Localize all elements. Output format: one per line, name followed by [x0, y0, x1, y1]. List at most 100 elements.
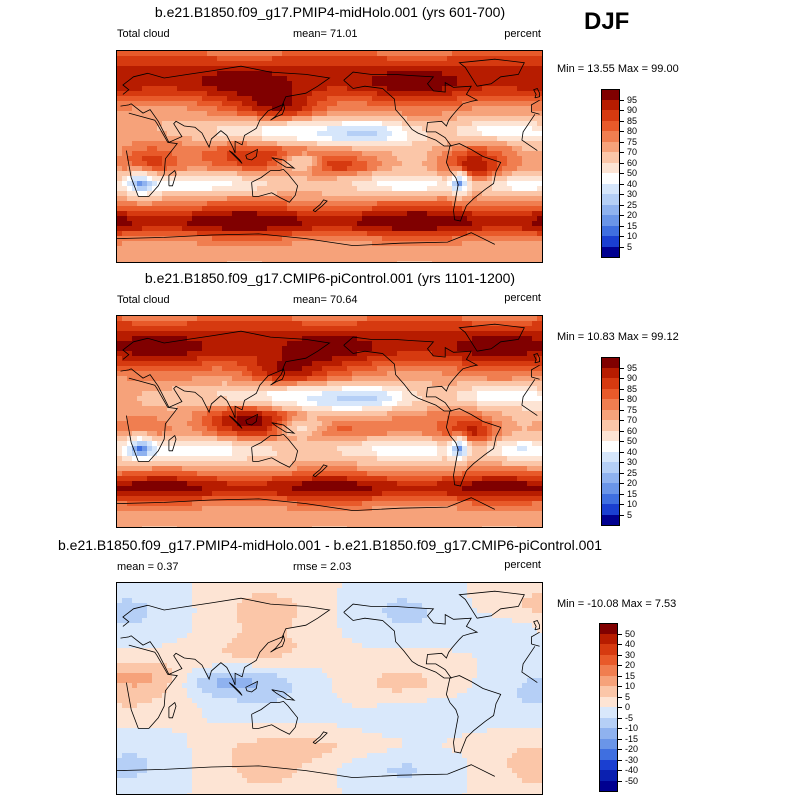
field-cell	[302, 231, 308, 237]
field-cell	[347, 136, 353, 142]
field-cell	[482, 361, 488, 367]
field-cell	[167, 171, 173, 177]
field-cell	[262, 231, 268, 237]
field-cell	[452, 141, 458, 147]
field-cell	[177, 146, 183, 152]
field-cell	[492, 81, 498, 87]
field-cell	[372, 251, 378, 257]
field-cell	[142, 386, 148, 392]
field-cell	[197, 316, 203, 322]
field-cell	[307, 196, 313, 202]
field-cell	[362, 61, 368, 67]
field-cell	[182, 151, 188, 157]
field-cell	[192, 206, 198, 212]
field-cell	[132, 326, 138, 332]
field-cell	[442, 196, 448, 202]
field-cell	[507, 351, 513, 357]
field-cell	[192, 181, 198, 187]
field-cell	[432, 336, 438, 342]
field-cell	[237, 201, 243, 207]
field-cell	[457, 196, 463, 202]
field-cell	[402, 321, 408, 327]
field-cell	[127, 106, 133, 112]
field-cell	[217, 361, 223, 367]
colorbar-label: 15	[627, 220, 638, 231]
field-cell	[482, 96, 488, 102]
field-cell	[367, 386, 373, 392]
field-cell	[532, 246, 538, 252]
field-cell	[372, 156, 378, 162]
field-cell	[412, 221, 418, 227]
field-cell	[272, 51, 278, 57]
field-cell	[507, 316, 513, 322]
field-cell	[497, 131, 503, 137]
field-cell	[312, 371, 318, 377]
field-cell	[387, 196, 393, 202]
field-cell	[407, 241, 413, 247]
field-cell	[207, 241, 213, 247]
field-cell	[432, 261, 438, 262]
field-cell	[397, 231, 403, 237]
field-cell	[397, 201, 403, 207]
field-cell	[487, 326, 493, 332]
field-cell	[172, 196, 178, 202]
field-cell	[372, 181, 378, 187]
field-cell	[422, 231, 428, 237]
field-cell	[532, 131, 538, 137]
field-cell	[402, 126, 408, 132]
field-cell	[337, 121, 343, 127]
field-cell	[457, 356, 463, 362]
field-cell	[242, 321, 248, 327]
field-cell	[242, 186, 248, 192]
field-cell	[322, 71, 328, 77]
field-cell	[247, 151, 253, 157]
field-cell	[272, 81, 278, 87]
field-cell	[212, 61, 218, 67]
field-cell	[327, 191, 333, 197]
field-cell	[487, 361, 493, 367]
field-cell	[497, 251, 503, 257]
field-cell	[452, 366, 458, 372]
field-cell	[352, 261, 358, 262]
field-cell	[307, 156, 313, 162]
field-cell	[362, 256, 368, 262]
field-cell	[222, 211, 228, 217]
field-cell	[442, 356, 448, 362]
field-cell	[337, 126, 343, 132]
field-cell	[352, 361, 358, 367]
field-cell	[407, 316, 413, 322]
field-cell	[307, 361, 313, 367]
field-cell	[417, 351, 423, 357]
field-cell	[312, 61, 318, 67]
field-cell	[377, 221, 383, 227]
field-cell	[522, 116, 528, 122]
field-cell	[252, 116, 258, 122]
field-cell	[417, 81, 423, 87]
field-cell	[437, 76, 443, 82]
field-cell	[252, 201, 258, 207]
field-cell	[237, 131, 243, 137]
field-cell	[257, 226, 263, 232]
field-cell	[492, 201, 498, 207]
field-cell	[382, 166, 388, 172]
field-cell	[182, 116, 188, 122]
field-cell	[362, 101, 368, 107]
field-cell	[282, 246, 288, 252]
field-cell	[237, 111, 243, 117]
field-cell	[202, 181, 208, 187]
field-cell	[437, 116, 443, 122]
field-cell	[442, 151, 448, 157]
field-cell	[492, 51, 498, 57]
field-cell	[422, 86, 428, 92]
field-cell	[357, 121, 363, 127]
field-cell	[432, 176, 438, 182]
colorbar-swatch	[601, 225, 620, 237]
field-cell	[417, 76, 423, 82]
field-cell	[532, 81, 538, 87]
field-cell	[532, 211, 538, 217]
field-cell	[192, 356, 198, 362]
field-cell	[392, 61, 398, 67]
field-cell	[387, 146, 393, 152]
field-cell	[282, 211, 288, 217]
field-cell	[417, 126, 423, 132]
